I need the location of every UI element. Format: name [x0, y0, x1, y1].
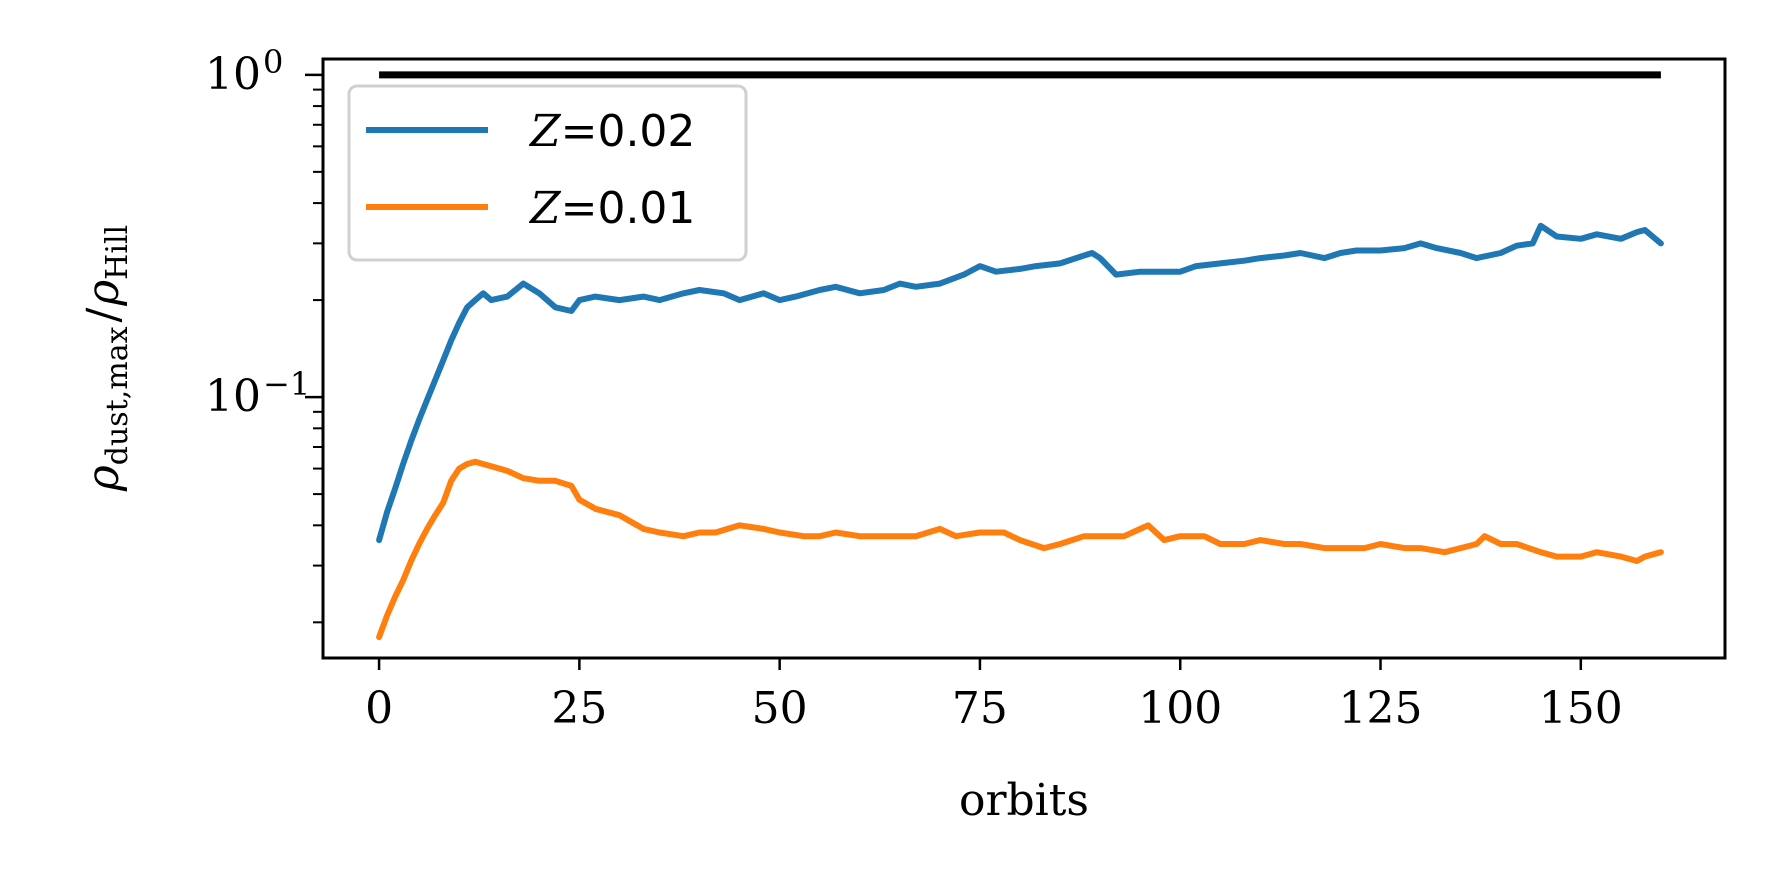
data-layer — [376, 71, 1664, 641]
legend: Z=0.02 Z=0.01 — [347, 84, 748, 262]
plot-frame — [321, 57, 1727, 660]
series-layer — [376, 71, 1664, 641]
x-axis-label: orbits — [959, 775, 1089, 826]
x-tick-label: 75 — [952, 683, 1008, 734]
y-tick-label: 10 — [205, 49, 261, 100]
x-tick-label: 150 — [1539, 683, 1623, 734]
x-tick-label: 0 — [365, 683, 393, 734]
y-axis-label: ρdust,max/ρHill — [78, 225, 135, 492]
y-tick-label: 10 — [205, 371, 261, 422]
x-tick-label: 125 — [1339, 683, 1423, 734]
x-axis-ticks: 0 25 50 75 100 125 150 — [365, 658, 1623, 734]
x-tick-label: 25 — [551, 683, 607, 734]
x-tick-label: 50 — [752, 683, 808, 734]
x-tick-label: 100 — [1138, 683, 1222, 734]
legend-label-z001: Z=0.01 — [528, 183, 695, 234]
series-line-z001 — [376, 458, 1664, 641]
y-tick-label-exponent: 0 — [263, 43, 283, 81]
legend-label-z002: Z=0.02 — [528, 106, 695, 157]
y-tick-label-exponent: −1 — [263, 365, 310, 403]
series-line-z002 — [376, 222, 1664, 544]
